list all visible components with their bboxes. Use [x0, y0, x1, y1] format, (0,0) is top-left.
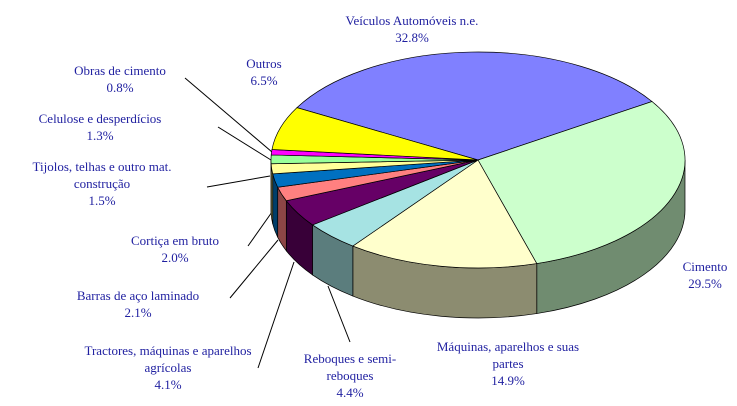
value-label: 2.1% [124, 305, 152, 320]
slice-label: Outros 6.5% [224, 55, 304, 89]
value-label: 0.8% [106, 80, 134, 95]
category-name: Obras de cimento [74, 63, 166, 78]
value-label: 32.8% [395, 30, 429, 45]
category-name: Outros [246, 56, 282, 71]
slice-label: Tijolos, telhas e outro mat. construção 1… [7, 158, 197, 209]
category-name: Veículos Automóveis n.e. [345, 13, 479, 28]
leader-line [327, 285, 351, 343]
slice-label: Barras de aço laminado 2.1% [38, 287, 238, 321]
category-name: Cortiça em bruto [130, 233, 220, 248]
value-label: 1.5% [88, 193, 116, 208]
slice-label: Máquinas, aparelhos e suas partes 14.9% [421, 338, 596, 389]
slice-label: Celulose e desperdícios 1.3% [0, 110, 200, 144]
slice-label: Reboques e semi-reboques 4.4% [288, 350, 413, 401]
leader-line [184, 77, 273, 153]
category-name: Tijolos, telhas e outro mat. construção [32, 159, 172, 191]
slice-label: Cortiça em bruto 2.0% [100, 232, 250, 266]
leader-line [247, 211, 273, 247]
category-name: Reboques e semi-reboques [303, 351, 397, 383]
category-name: Tractores, máquinas e aparelhos agrícola… [84, 343, 252, 375]
slice-label: Cimento 29.5% [665, 258, 737, 292]
value-label: 29.5% [688, 276, 722, 291]
value-label: 6.5% [250, 73, 278, 88]
slice-label: Tractores, máquinas e aparelhos agrícola… [76, 342, 261, 393]
value-label: 4.4% [336, 385, 364, 400]
slice-label: Obras de cimento 0.8% [45, 62, 195, 96]
pie-slice [271, 107, 479, 161]
category-name: Cimento [682, 259, 728, 274]
pie-slice [352, 159, 538, 269]
category-name: Barras de aço laminado [76, 288, 200, 303]
slice-label: Veículos Automóveis n.e. 32.8% [302, 12, 522, 46]
value-label: 14.9% [491, 373, 525, 388]
category-name: Máquinas, aparelhos e suas partes [436, 339, 580, 371]
value-label: 4.1% [154, 377, 182, 392]
pie-slice [477, 101, 686, 264]
value-label: 2.0% [161, 250, 189, 265]
value-label: 1.3% [86, 128, 114, 143]
category-name: Celulose e desperdícios [38, 111, 162, 126]
leader-line [217, 126, 272, 161]
leader-line [206, 175, 271, 188]
leader-line [257, 261, 295, 369]
leader-line [229, 239, 279, 299]
